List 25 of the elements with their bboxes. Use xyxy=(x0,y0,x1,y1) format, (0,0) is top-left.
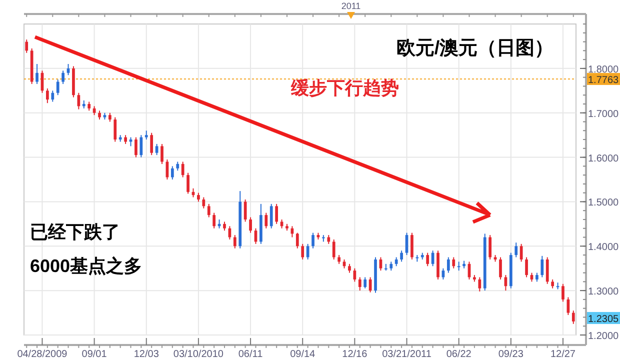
y-tick-label: 1.2000 xyxy=(588,331,620,342)
annotation: 已经下跌了 xyxy=(30,222,120,242)
x-tick-label: 03/10/2010 xyxy=(173,349,224,360)
y-tick-label: 1.6000 xyxy=(588,153,620,164)
y-tick-label: 1.4000 xyxy=(588,242,620,254)
y-tick-label: 1.5000 xyxy=(588,198,620,209)
x-tick-label: 09/23 xyxy=(498,349,524,360)
ref-line-label: 1.7763 xyxy=(588,74,620,86)
annotation: 缓步下行趋势 xyxy=(290,78,399,98)
annotation: 6000基点之多 xyxy=(30,256,142,276)
text: 2011 xyxy=(341,1,361,11)
x-tick-label: 06/22 xyxy=(446,349,472,360)
y-tick-label: 1.8000 xyxy=(588,64,620,76)
x-tick-label: 12/03 xyxy=(134,349,160,360)
y-tick-label: 1.7000 xyxy=(588,108,620,120)
x-tick-label: 04/28/2009 xyxy=(17,349,68,360)
text: 欧元/澳元（日图） xyxy=(396,38,554,59)
x-tick-label: 06/11 xyxy=(238,349,264,360)
x-tick-label: 12/27 xyxy=(550,349,576,360)
text: 1.2305 xyxy=(588,314,620,325)
x-tick-label: 09/01 xyxy=(82,349,108,360)
y-tick-label: 1.3000 xyxy=(588,286,620,298)
x-tick-label: 03/21/2011 xyxy=(382,349,432,360)
x-tick-label: 09/14 xyxy=(290,349,316,360)
x-tick-label: 12/16 xyxy=(342,349,368,360)
